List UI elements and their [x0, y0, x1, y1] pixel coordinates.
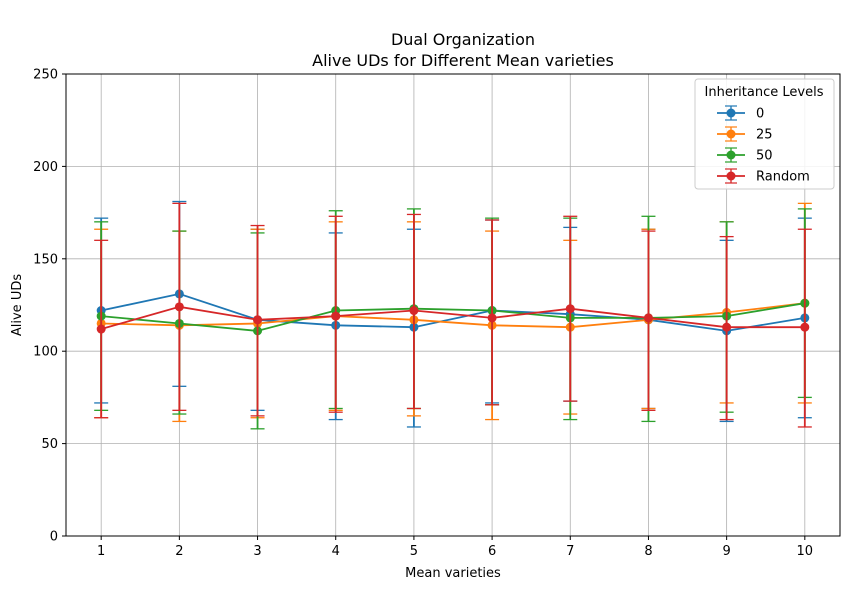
data-point	[565, 304, 575, 314]
plot-frame	[65, 73, 841, 537]
series-line	[101, 302, 805, 332]
legend-label: 0	[756, 107, 764, 122]
series-line	[100, 305, 805, 330]
legend-entry-0: 0	[717, 105, 764, 122]
data-point	[800, 322, 810, 332]
data-point	[253, 315, 263, 325]
legend-entry-random: Random	[717, 168, 810, 185]
legend-swatch-marker	[726, 150, 736, 160]
legend-title: Inheritance Levels	[705, 85, 824, 100]
x-tick-label: 7	[566, 544, 574, 559]
x-tick-label: 10	[797, 544, 814, 559]
legend-entry-50: 50	[717, 147, 773, 164]
data-point	[331, 311, 341, 321]
series-25	[94, 202, 812, 423]
legend-swatch-marker	[726, 108, 736, 118]
data-point	[174, 302, 184, 312]
x-tick-label: 8	[644, 544, 652, 559]
y-tick-label: 50	[41, 437, 58, 452]
legend-label: Random	[756, 170, 810, 185]
series-random	[94, 202, 812, 428]
legend-entry-25: 25	[717, 126, 773, 143]
data-point	[409, 306, 419, 316]
chart-title: Dual Organization	[391, 30, 535, 49]
chart-subtitle: Alive UDs for Different Mean varieties	[312, 51, 614, 70]
x-tick-label: 6	[488, 544, 496, 559]
data-point	[96, 324, 106, 334]
data-point	[643, 313, 653, 323]
x-tick-label: 4	[332, 544, 340, 559]
data-point	[487, 313, 497, 323]
legend-swatch-marker	[726, 171, 736, 181]
y-tick-label: 0	[50, 530, 58, 545]
legend-label: 25	[756, 128, 773, 143]
series-group	[94, 200, 812, 430]
x-tick-label: 1	[97, 544, 105, 559]
data-point	[722, 322, 732, 332]
x-tick-label: 9	[722, 544, 730, 559]
y-tick-label: 100	[33, 345, 58, 360]
y-tick-label: 150	[33, 252, 58, 267]
legend-label: 50	[756, 149, 773, 164]
x-tick-label: 3	[253, 544, 261, 559]
y-axis-label: Alive UDs	[10, 274, 25, 336]
series-line	[101, 292, 805, 332]
y-tick-label: 200	[33, 160, 58, 175]
legend-swatch-marker	[726, 129, 736, 139]
x-tick-label: 5	[410, 544, 418, 559]
x-tick-label: 2	[175, 544, 183, 559]
x-axis-label: Mean varieties	[405, 566, 501, 581]
legend: Inheritance Levels 0 25 50 Random	[694, 78, 835, 190]
y-tick-label: 250	[33, 68, 58, 83]
